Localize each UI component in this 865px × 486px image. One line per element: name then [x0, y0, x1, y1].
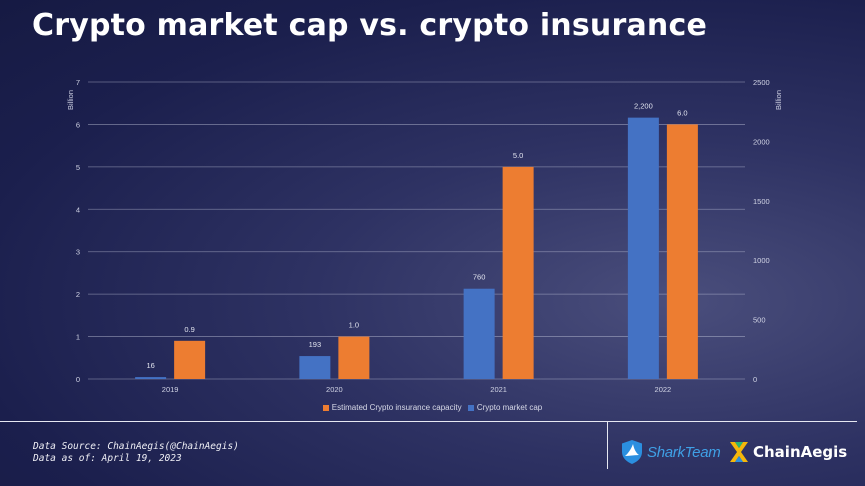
- left-axis-tick-label: 6: [76, 120, 80, 129]
- chart-legend: Estimated Crypto insurance capacity Cryp…: [0, 403, 865, 413]
- x-axis-tick-label: 2022: [655, 385, 672, 394]
- right-axis-tick-label: 2500: [753, 78, 770, 87]
- right-axis-tick-label: 500: [753, 316, 766, 325]
- footer-notes: Data Source: ChainAegis(@ChainAegis) Dat…: [33, 441, 239, 465]
- x-axis-tick-label: 2020: [326, 385, 343, 394]
- left-axis-tick-label: 0: [76, 375, 80, 384]
- legend-item-marketcap: Crypto market cap: [467, 403, 543, 412]
- data-label-market-cap-2022: 2,200: [634, 102, 653, 111]
- left-axis-title: Billion: [66, 90, 75, 110]
- data-label-market-cap-2020: 193: [309, 340, 322, 349]
- data-label-insurance-2022: 6.0: [677, 108, 687, 117]
- left-axis-tick-label: 2: [76, 290, 80, 299]
- sharkteam-logo: SharkTeam: [620, 439, 721, 465]
- bar-insurance-capacity-2019: [174, 340, 206, 379]
- bar-insurance-capacity-2022: [666, 124, 698, 379]
- data-label-market-cap-2019: 16: [146, 361, 154, 370]
- legend-swatch-insurance: [322, 404, 329, 411]
- data-source-text: Data Source: ChainAegis(@ChainAegis): [33, 441, 239, 452]
- data-label-insurance-2020: 1.0: [349, 321, 359, 330]
- legend-label-marketcap: Crypto market cap: [476, 403, 543, 412]
- x-axis-tick-label: 2019: [162, 385, 179, 394]
- data-label-insurance-2019: 0.9: [184, 325, 194, 334]
- shark-shield-icon: [622, 440, 642, 464]
- bar-crypto-market-cap-2020: [299, 356, 331, 379]
- right-axis-tick-label: 1000: [753, 256, 770, 265]
- bar-insurance-capacity-2020: [338, 336, 370, 379]
- bar-crypto-market-cap-2021: [463, 288, 495, 379]
- bar-crypto-market-cap-2019: [135, 377, 167, 379]
- left-axis-tick-label: 5: [76, 163, 80, 172]
- left-axis-tick-label: 4: [76, 205, 80, 214]
- chainaegis-mark-icon: [730, 442, 748, 462]
- x-axis-tick-label: 2021: [490, 385, 507, 394]
- right-axis-tick-label: 1500: [753, 197, 770, 206]
- footer-divider: [0, 421, 857, 422]
- bar-crypto-market-cap-2022: [627, 117, 659, 379]
- sharkteam-wordmark: SharkTeam: [647, 443, 721, 461]
- data-label-insurance-2021: 5.0: [513, 151, 523, 160]
- data-label-market-cap-2021: 760: [473, 273, 486, 282]
- right-axis-title: Billion: [774, 90, 783, 110]
- legend-label-insurance: Estimated Crypto insurance capacity: [331, 403, 462, 412]
- legend-swatch-marketcap: [467, 404, 474, 411]
- data-date-text: Data as of: April 19, 2023: [33, 453, 182, 464]
- right-axis-tick-label: 0: [753, 375, 757, 384]
- left-axis-tick-label: 3: [76, 248, 80, 257]
- left-axis-tick-label: 7: [76, 78, 80, 87]
- left-axis-tick-label: 1: [76, 333, 80, 342]
- bar-insurance-capacity-2021: [502, 166, 534, 379]
- footer-vertical-divider: [607, 421, 608, 469]
- right-axis-tick-label: 2000: [753, 137, 770, 146]
- chart-title: Crypto market cap vs. crypto insurance: [32, 8, 707, 43]
- chainaegis-wordmark: ChainAegis: [753, 443, 848, 461]
- legend-item-insurance: Estimated Crypto insurance capacity: [322, 403, 462, 412]
- chainaegis-logo: ChainAegis: [728, 440, 847, 464]
